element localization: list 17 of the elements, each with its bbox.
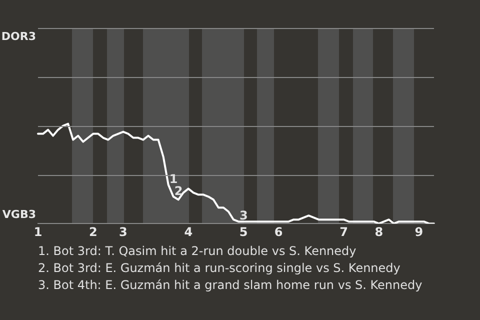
text: VGB3 [1,208,36,221]
x-tick-label: 3 [119,224,128,239]
x-tick-label: 4 [184,224,193,239]
annotation: 3 [240,208,248,223]
x-tick-label: 1 [34,224,42,239]
x-tick-label: 2 [88,224,98,239]
text: 2. Bot 3rd: E. Guzmán hit a run-scoring single vs S. Kennedy [38,260,402,277]
x-tick-label: 6 [274,224,283,239]
x-tick-label: 8 [374,224,384,239]
x-tick-label: 9 [414,224,424,239]
text: 1. Bot 3rd: T. Qasim hit a 2-run double vs S. Kennedy [38,243,358,260]
annotation: 2 [174,184,183,198]
text: 3. Bot 4th: E. Guzmán hit a grand slam home run vs S. Kennedy [38,277,422,294]
annotation: 1 [169,172,178,186]
x-tick-label: 5 [239,224,248,239]
x-tick-label: 7 [340,224,348,239]
text: DOR3 [0,30,36,43]
